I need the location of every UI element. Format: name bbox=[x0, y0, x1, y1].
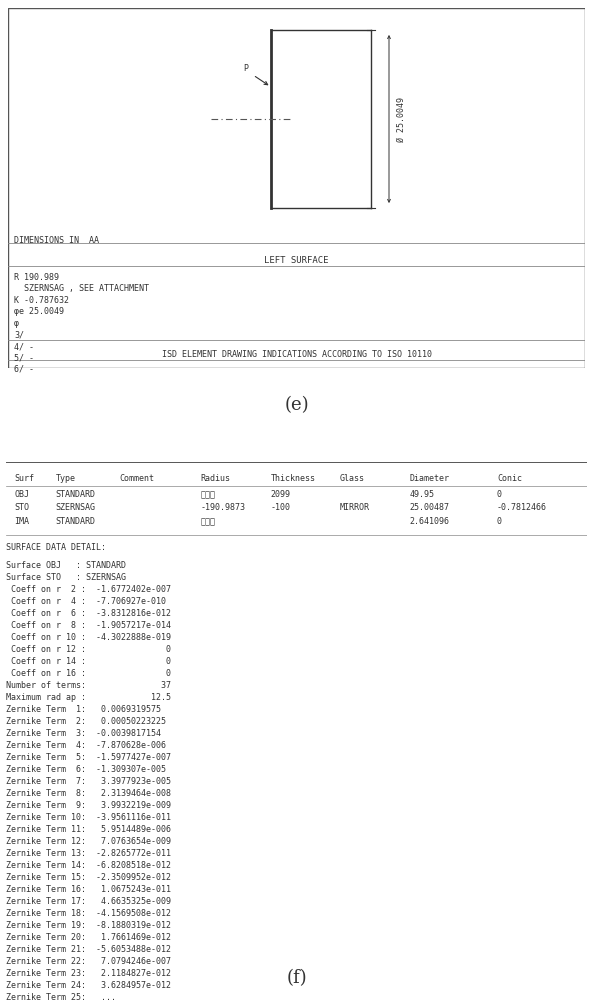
Text: Zernike Term  3:  -0.0039817154: Zernike Term 3: -0.0039817154 bbox=[6, 728, 161, 738]
Text: Zernike Term 12:   7.0763654e-009: Zernike Term 12: 7.0763654e-009 bbox=[6, 836, 171, 846]
Text: Conic: Conic bbox=[497, 474, 522, 483]
Text: STANDARD: STANDARD bbox=[55, 490, 95, 499]
Text: Ø 25.0049: Ø 25.0049 bbox=[397, 97, 406, 141]
Text: Maximum rad ap :             12.5: Maximum rad ap : 12.5 bbox=[6, 692, 171, 702]
Text: Coeff on r 14 :                0: Coeff on r 14 : 0 bbox=[6, 656, 171, 666]
Text: Zernike Term 23:   2.1184827e-012: Zernike Term 23: 2.1184827e-012 bbox=[6, 968, 171, 978]
Text: P: P bbox=[243, 64, 248, 73]
Text: 25.00487: 25.00487 bbox=[410, 504, 450, 512]
Text: Coeff on r 16 :                0: Coeff on r 16 : 0 bbox=[6, 668, 171, 678]
Text: φe 25.0049: φe 25.0049 bbox=[14, 308, 64, 316]
Text: 4/ -: 4/ - bbox=[14, 342, 34, 351]
Text: -190.9873: -190.9873 bbox=[200, 504, 246, 512]
Text: Zernike Term 20:   1.7661469e-012: Zernike Term 20: 1.7661469e-012 bbox=[6, 932, 171, 942]
Text: ISD ELEMENT DRAWING INDICATIONS ACCORDING TO ISO 10110: ISD ELEMENT DRAWING INDICATIONS ACCORDIN… bbox=[161, 350, 432, 359]
Text: Type: Type bbox=[55, 474, 75, 483]
Text: 2.641096: 2.641096 bbox=[410, 517, 450, 526]
Text: (e): (e) bbox=[284, 396, 309, 414]
Text: Zernike Term 22:   7.0794246e-007: Zernike Term 22: 7.0794246e-007 bbox=[6, 956, 171, 966]
Text: Zernike Term 19:  -8.1880319e-012: Zernike Term 19: -8.1880319e-012 bbox=[6, 920, 171, 930]
Text: Comment: Comment bbox=[119, 474, 154, 483]
Text: DIMENSIONS IN  AA: DIMENSIONS IN AA bbox=[14, 236, 99, 245]
Text: R 190.989: R 190.989 bbox=[14, 273, 59, 282]
Text: Surface STO   : SZERNSAG: Surface STO : SZERNSAG bbox=[6, 572, 126, 582]
Text: IMA: IMA bbox=[15, 517, 30, 526]
Text: Zernike Term  5:  -1.5977427e-007: Zernike Term 5: -1.5977427e-007 bbox=[6, 752, 171, 762]
Text: SZERNSAG , SEE ATTACHMENT: SZERNSAG , SEE ATTACHMENT bbox=[14, 284, 149, 294]
Text: 5/ -: 5/ - bbox=[14, 354, 34, 362]
Text: OBJ: OBJ bbox=[15, 490, 30, 499]
Text: Zernike Term  7:   3.3977923e-005: Zernike Term 7: 3.3977923e-005 bbox=[6, 776, 171, 786]
Text: Zernike Term  8:   2.3139464e-008: Zernike Term 8: 2.3139464e-008 bbox=[6, 788, 171, 798]
Text: STO: STO bbox=[15, 504, 30, 512]
Text: Coeff on r  6 :  -3.8312816e-012: Coeff on r 6 : -3.8312816e-012 bbox=[6, 608, 171, 617]
Text: -100: -100 bbox=[270, 504, 291, 512]
Text: 49.95: 49.95 bbox=[410, 490, 435, 499]
Text: (f): (f) bbox=[286, 969, 307, 987]
Text: STANDARD: STANDARD bbox=[55, 517, 95, 526]
Text: Zernike Term 15:  -2.3509952e-012: Zernike Term 15: -2.3509952e-012 bbox=[6, 872, 171, 882]
Text: K -0.787632: K -0.787632 bbox=[14, 296, 69, 305]
Text: MIRROR: MIRROR bbox=[340, 504, 370, 512]
Text: Zernike Term  4:  -7.870628e-006: Zernike Term 4: -7.870628e-006 bbox=[6, 740, 166, 750]
Text: Coeff on r  8 :  -1.9057217e-014: Coeff on r 8 : -1.9057217e-014 bbox=[6, 620, 171, 630]
Text: Surface OBJ   : STANDARD: Surface OBJ : STANDARD bbox=[6, 560, 126, 570]
Text: SURFACE DATA DETAIL:: SURFACE DATA DETAIL: bbox=[6, 542, 106, 552]
Text: 2099: 2099 bbox=[270, 490, 291, 499]
Text: Zernike Term 11:   5.9514489e-006: Zernike Term 11: 5.9514489e-006 bbox=[6, 824, 171, 834]
Text: Zernike Term 14:  -6.8208518e-012: Zernike Term 14: -6.8208518e-012 bbox=[6, 860, 171, 869]
Text: Zernike Term 25:   ...: Zernike Term 25: ... bbox=[6, 992, 116, 1000]
Text: Zernike Term  2:   0.00050223225: Zernike Term 2: 0.00050223225 bbox=[6, 716, 166, 726]
Text: Zernike Term 17:   4.6635325e-009: Zernike Term 17: 4.6635325e-009 bbox=[6, 896, 171, 906]
Text: 0: 0 bbox=[497, 517, 502, 526]
Text: Zernike Term 10:  -3.9561116e-011: Zernike Term 10: -3.9561116e-011 bbox=[6, 812, 171, 822]
Text: 3/: 3/ bbox=[14, 330, 24, 340]
Text: Coeff on r  2 :  -1.6772402e-007: Coeff on r 2 : -1.6772402e-007 bbox=[6, 584, 171, 593]
Text: Thickness: Thickness bbox=[270, 474, 315, 483]
Text: Glass: Glass bbox=[340, 474, 365, 483]
Text: φ: φ bbox=[14, 319, 19, 328]
Text: Zernike Term 24:   3.6284957e-012: Zernike Term 24: 3.6284957e-012 bbox=[6, 980, 171, 990]
Text: 6/ -: 6/ - bbox=[14, 365, 34, 374]
Text: -0.7812466: -0.7812466 bbox=[497, 504, 547, 512]
Text: Surf: Surf bbox=[15, 474, 34, 483]
Text: Zernike Term  6:  -1.309307e-005: Zernike Term 6: -1.309307e-005 bbox=[6, 764, 166, 774]
Text: Zernike Term 21:  -5.6053488e-012: Zernike Term 21: -5.6053488e-012 bbox=[6, 944, 171, 954]
Text: LEFT SURFACE: LEFT SURFACE bbox=[264, 256, 329, 265]
Text: 无限远: 无限远 bbox=[200, 517, 216, 526]
Text: Zernike Term 13:  -2.8265772e-011: Zernike Term 13: -2.8265772e-011 bbox=[6, 848, 171, 857]
Text: Number of terms:               37: Number of terms: 37 bbox=[6, 680, 171, 690]
Text: Radius: Radius bbox=[200, 474, 231, 483]
Text: SZERNSAG: SZERNSAG bbox=[55, 504, 95, 512]
Text: Coeff on r 12 :                0: Coeff on r 12 : 0 bbox=[6, 645, 171, 654]
Text: Zernike Term 18:  -4.1569508e-012: Zernike Term 18: -4.1569508e-012 bbox=[6, 908, 171, 918]
Text: 无限远: 无限远 bbox=[200, 490, 216, 499]
Text: Coeff on r  4 :  -7.706927e-010: Coeff on r 4 : -7.706927e-010 bbox=[6, 596, 166, 605]
Text: Coeff on r 10 :  -4.3022888e-019: Coeff on r 10 : -4.3022888e-019 bbox=[6, 633, 171, 642]
Text: Zernike Term  1:   0.0069319575: Zernike Term 1: 0.0069319575 bbox=[6, 704, 161, 714]
Text: Zernike Term 16:   1.0675243e-011: Zernike Term 16: 1.0675243e-011 bbox=[6, 884, 171, 894]
Text: Zernike Term  9:   3.9932219e-009: Zernike Term 9: 3.9932219e-009 bbox=[6, 800, 171, 810]
Text: Diameter: Diameter bbox=[410, 474, 450, 483]
Text: 0: 0 bbox=[497, 490, 502, 499]
